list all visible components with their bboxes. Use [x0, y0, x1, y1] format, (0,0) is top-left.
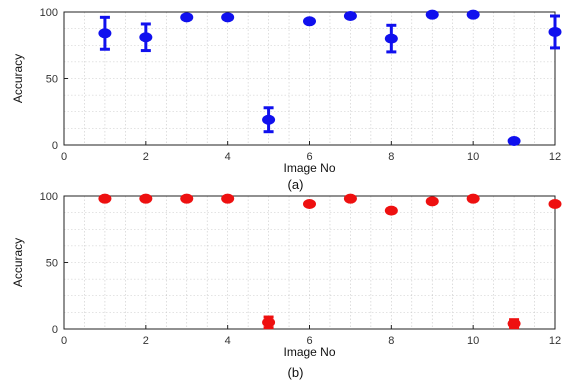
- y-tick-label: 50: [46, 74, 58, 86]
- x-tick-label: 2: [143, 335, 149, 347]
- data-point: [548, 26, 562, 37]
- data-point: [343, 193, 357, 204]
- data-point: [221, 193, 235, 204]
- data-point: [303, 16, 316, 27]
- x-tick-label: 10: [467, 335, 479, 347]
- data-point: [262, 317, 276, 328]
- data-point: [262, 114, 276, 125]
- data-point: [98, 193, 112, 204]
- y-axis-label: Accuracy: [11, 238, 25, 287]
- data-point: [384, 205, 398, 216]
- x-tick-label: 10: [467, 151, 479, 163]
- y-tick-label: 0: [52, 140, 58, 152]
- panel-label: (a): [288, 177, 304, 192]
- data-point: [425, 196, 439, 207]
- data-point: [507, 136, 521, 147]
- data-point: [180, 193, 194, 204]
- chart-panel-2: 0 2 4 6 8 10 12 0 50 100 Image No Accuracy (b): [11, 191, 562, 380]
- x-tick-label: 0: [61, 151, 67, 163]
- data-point: [425, 9, 439, 20]
- data-point: [303, 198, 316, 209]
- x-tick-label: 2: [143, 151, 149, 163]
- x-tick-label: 4: [225, 151, 231, 163]
- data-point: [343, 10, 357, 21]
- x-tick-label: 6: [306, 151, 312, 163]
- data-point: [98, 28, 112, 39]
- x-tick-label: 12: [549, 151, 561, 163]
- y-tick-label: 100: [40, 191, 58, 203]
- data-point: [548, 198, 562, 209]
- y-tick-label: 100: [40, 7, 58, 19]
- data-point: [139, 32, 153, 43]
- data-point: [466, 9, 480, 20]
- x-tick-label: 6: [306, 335, 312, 347]
- y-tick-label: 50: [46, 258, 58, 270]
- data-point: [221, 12, 235, 23]
- data-point: [507, 318, 521, 329]
- x-axis-label: Image No: [283, 345, 335, 359]
- x-tick-label: 12: [549, 335, 561, 347]
- x-tick-label: 8: [388, 151, 394, 163]
- x-tick-label: 8: [388, 335, 394, 347]
- x-axis-label: Image No: [283, 161, 335, 175]
- data-point: [466, 193, 480, 204]
- data-point: [384, 33, 398, 44]
- chart-panel-1: 0 2 4 6 8 10 12 0 50 100 Image No Accuracy (a): [11, 7, 562, 192]
- y-axis-label: Accuracy: [11, 54, 25, 103]
- panel-label: (b): [288, 365, 304, 380]
- x-tick-label: 4: [225, 335, 231, 347]
- y-tick-label: 0: [52, 324, 58, 336]
- data-point: [139, 193, 153, 204]
- x-tick-label: 0: [61, 335, 67, 347]
- data-point: [180, 12, 194, 23]
